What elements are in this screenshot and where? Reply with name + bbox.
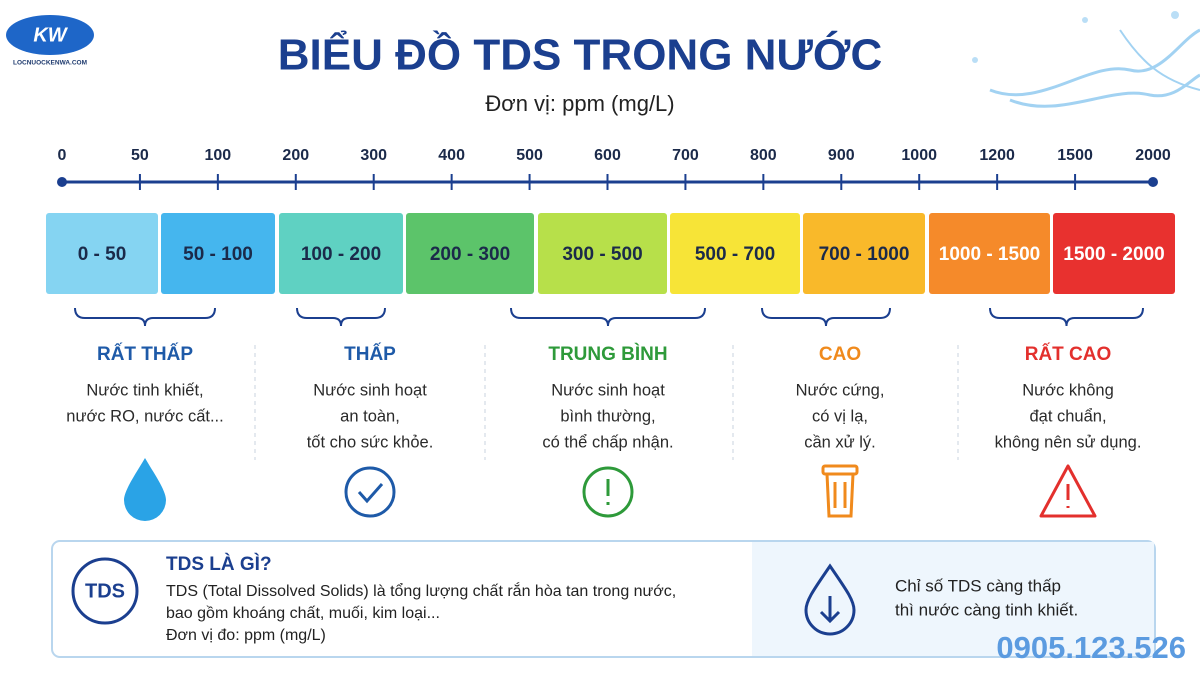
range-band xyxy=(161,213,275,294)
range-band xyxy=(46,213,158,294)
scale-tick-label: 600 xyxy=(594,147,621,164)
level-line: có thể chấp nhận. xyxy=(542,433,673,451)
bracket xyxy=(761,307,891,327)
scale-tick-label: 2000 xyxy=(1135,147,1171,164)
range-label: 0 - 50 xyxy=(78,244,127,265)
range-band xyxy=(670,213,800,294)
level-icon xyxy=(582,466,634,518)
filter-cap xyxy=(821,464,859,476)
scale-tick-label: 500 xyxy=(516,147,543,164)
level-line: Nước tinh khiết, xyxy=(86,381,203,399)
range-band xyxy=(538,213,667,294)
logo-caption: LOCNUOCKENWA.COM xyxy=(13,60,87,67)
range-label: 700 - 1000 xyxy=(819,244,910,265)
level-line: an toàn, xyxy=(340,407,400,425)
water-splash xyxy=(972,11,1200,108)
range-band xyxy=(1053,213,1175,294)
level-line: cần xử lý. xyxy=(804,433,876,451)
level-icon xyxy=(1039,464,1097,518)
note-line: Chỉ số TDS càng thấp xyxy=(895,576,1061,595)
scale-tick-label: 700 xyxy=(672,147,699,164)
level-line: không nên sử dụng. xyxy=(995,433,1142,451)
level-line: Nước cứng, xyxy=(796,381,885,399)
level-line: Nước không xyxy=(1022,381,1114,399)
level-title: RẤT CAO xyxy=(1025,343,1112,365)
filter-body xyxy=(825,473,855,518)
bracket xyxy=(989,307,1144,327)
scale-tick-label: 300 xyxy=(360,147,387,164)
alert-circle xyxy=(582,466,634,518)
check-circle xyxy=(344,466,396,518)
content: 0 50 100 200 300 400 500 600 700 800 900 1000 1200 15… xyxy=(46,147,1175,521)
tds-badge-text: TDS xyxy=(85,580,125,602)
logo-mark: KW xyxy=(33,24,68,46)
level-line: Nước sinh hoạt xyxy=(551,381,665,399)
level-icon xyxy=(124,458,166,521)
level-line: có vị lạ, xyxy=(812,407,868,425)
range-label: 100 - 200 xyxy=(301,244,381,265)
level-icon xyxy=(344,466,396,518)
scale-tick-label: 1000 xyxy=(901,147,937,164)
scale-tick-label: 900 xyxy=(828,147,855,164)
level-line: Nước sinh hoạt xyxy=(313,381,427,399)
scale-tick-label: 400 xyxy=(438,147,465,164)
check-mark xyxy=(357,483,384,504)
drop-icon xyxy=(124,458,166,521)
level-title: THẤP xyxy=(344,343,396,365)
level-line: bình thường, xyxy=(560,407,655,425)
scale-tick-label: 200 xyxy=(282,147,309,164)
range-label: 1000 - 1500 xyxy=(939,244,1040,265)
range-band xyxy=(279,213,403,294)
drop-down-icon xyxy=(804,563,856,636)
subtitle: Đơn vị: ppm (mg/L) xyxy=(485,91,674,116)
bracket xyxy=(296,307,386,327)
title: BIỂU ĐỒ TDS TRONG NƯỚC xyxy=(278,29,882,80)
bracket xyxy=(74,307,216,327)
level-title: RẤT THẤP xyxy=(97,343,193,365)
level-title: CAO xyxy=(819,344,861,365)
warning-triangle xyxy=(1039,464,1097,518)
axis-end xyxy=(1148,177,1158,187)
level-line: nước RO, nước cất... xyxy=(66,407,223,425)
scale-tick-label: 1500 xyxy=(1057,147,1093,164)
level-line: tốt cho sức khỏe. xyxy=(307,433,434,451)
info-line: TDS (Total Dissolved Solids) là tổng lượ… xyxy=(166,581,676,600)
level-icon xyxy=(821,464,859,518)
range-label: 500 - 700 xyxy=(695,244,775,265)
range-label: 200 - 300 xyxy=(430,244,510,265)
phone: 0905.123.526 xyxy=(996,630,1186,665)
range-band xyxy=(803,213,925,294)
info-line: Đơn vị đo: ppm (mg/L) xyxy=(166,627,326,644)
scale-tick-label: 50 xyxy=(131,147,149,164)
note-panel xyxy=(752,542,1154,656)
logo-badge xyxy=(6,15,94,55)
level-line: đạt chuẩn, xyxy=(1029,407,1106,425)
scale-tick-label: 800 xyxy=(750,147,777,164)
tds-badge xyxy=(71,557,139,625)
range-band xyxy=(929,213,1050,294)
note-line: thì nước càng tinh khiết. xyxy=(895,600,1078,619)
range-label: 1500 - 2000 xyxy=(1063,244,1164,265)
bracket xyxy=(510,307,706,327)
range-label: 300 - 500 xyxy=(562,244,642,265)
range-label: 50 - 100 xyxy=(183,244,253,265)
info-title: TDS LÀ GÌ? xyxy=(166,553,272,575)
scale-tick-label: 100 xyxy=(205,147,232,164)
level-title: TRUNG BÌNH xyxy=(548,343,667,365)
scale-tick-label: 1200 xyxy=(979,147,1015,164)
scale-tick-label: 0 xyxy=(58,147,67,164)
range-band xyxy=(406,213,534,294)
info-line: bao gồm khoáng chất, muối, kim loại... xyxy=(166,605,440,622)
axis-end xyxy=(57,177,67,187)
